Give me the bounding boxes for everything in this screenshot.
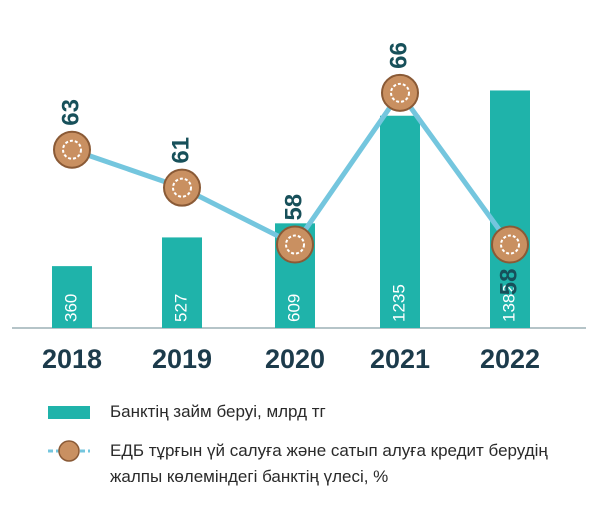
marker-ornament [500,234,520,255]
line-value-label: 63 [57,99,84,126]
legend-bar-swatch [48,406,90,419]
marker-ornament [390,82,410,103]
marker-ornament [172,177,192,198]
bar-value-label: 1235 [389,284,408,322]
legend-bar-label: Банктің займ беруі, млрд тг [110,402,326,421]
line-marker [491,225,529,264]
line [71,88,513,248]
legend-marker [58,440,80,462]
x-tick-label: 2021 [370,344,430,374]
bar-value-label: 1382 [499,284,518,322]
x-tick-label: 2018 [42,344,102,374]
line-marker [53,130,91,169]
marker-ornament [62,139,82,160]
bar-value-label: 527 [171,294,190,322]
bar-value-label: 609 [284,294,303,322]
x-tick-label: 2020 [265,344,325,374]
line-marker [381,73,419,112]
line-value-label: 58 [280,194,307,221]
line-marker [163,168,201,207]
line-value-label: 61 [167,137,194,164]
line-value-label: 58 [495,269,522,296]
bar [162,237,202,328]
x-tick-label: 2019 [152,344,212,374]
line-value-label: 66 [385,42,412,69]
line-marker [276,225,314,264]
bar [490,90,530,328]
x-tick-label: 2022 [480,344,540,374]
bar [380,115,420,328]
bar [52,266,92,328]
bar-value-label: 360 [61,294,80,322]
legend-line-label: ЕДБ тұрғын үй салуға және сатып алуға кр… [110,441,548,486]
marker-ornament [285,234,305,255]
